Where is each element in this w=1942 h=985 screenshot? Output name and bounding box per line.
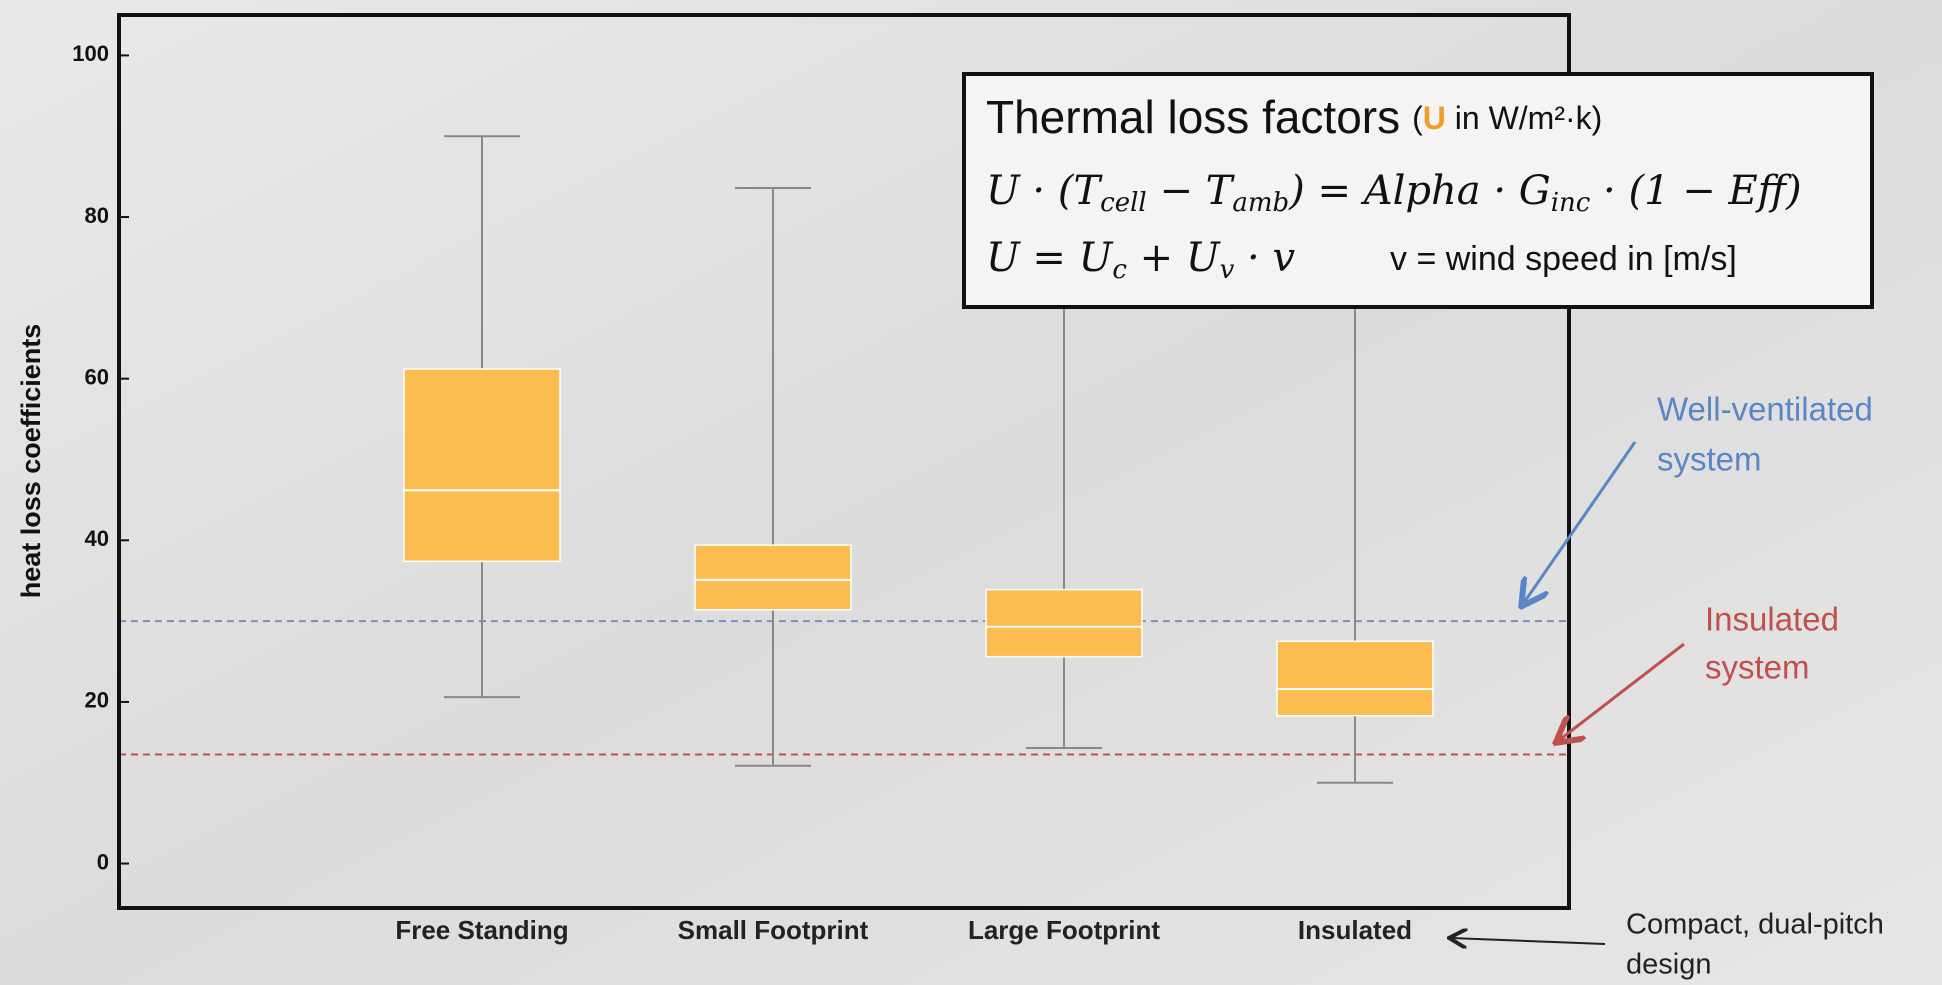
box xyxy=(985,588,1143,658)
legend-frame xyxy=(962,72,1874,309)
y-tick-label: 60 xyxy=(85,364,109,389)
annotation: design xyxy=(1626,949,1711,981)
box xyxy=(694,544,852,611)
y-tick-label: 0 xyxy=(97,849,109,874)
arrow xyxy=(1451,938,1606,944)
wind-note: v = wind speed in [m/s] xyxy=(1390,240,1737,278)
equation: U = Uc + Uv · v xyxy=(986,235,1295,285)
y-tick-label: 40 xyxy=(85,526,109,551)
plot-area: 0 20 40 60 80 100 xyxy=(72,41,1569,874)
box xyxy=(403,368,561,563)
annotation: Insulated xyxy=(1705,601,1839,638)
arrow xyxy=(1523,441,1637,604)
annotation: system xyxy=(1705,649,1810,686)
x-tick-label: Insulated xyxy=(1298,915,1412,945)
annotation: Compact, dual-pitch xyxy=(1626,909,1884,941)
annotation: system xyxy=(1657,441,1762,478)
arrow xyxy=(1558,642,1685,741)
legend-box: Thermal loss factors (U in W/m²·k) U · (T… xyxy=(962,72,1874,309)
plot-frame xyxy=(117,13,1571,910)
annotation: Well-ventilated xyxy=(1657,391,1873,428)
y-tick-label: 100 xyxy=(72,41,109,66)
y-tick-label: 20 xyxy=(85,688,109,713)
x-tick-label: Small Footprint xyxy=(678,915,869,945)
equation: U · (Tcell − Tamb) = Alpha · Ginc · (1 −… xyxy=(986,168,1802,218)
x-tick-label: Large Footprint xyxy=(968,915,1160,945)
box xyxy=(1276,640,1434,717)
y-tick-label: 80 xyxy=(85,203,109,228)
legend-title: Thermal loss factors (U in W/m²·k) xyxy=(986,91,1602,143)
x-tick-label: Free Standing xyxy=(395,915,568,945)
y-axis-label: heat loss coefficients xyxy=(16,324,46,599)
